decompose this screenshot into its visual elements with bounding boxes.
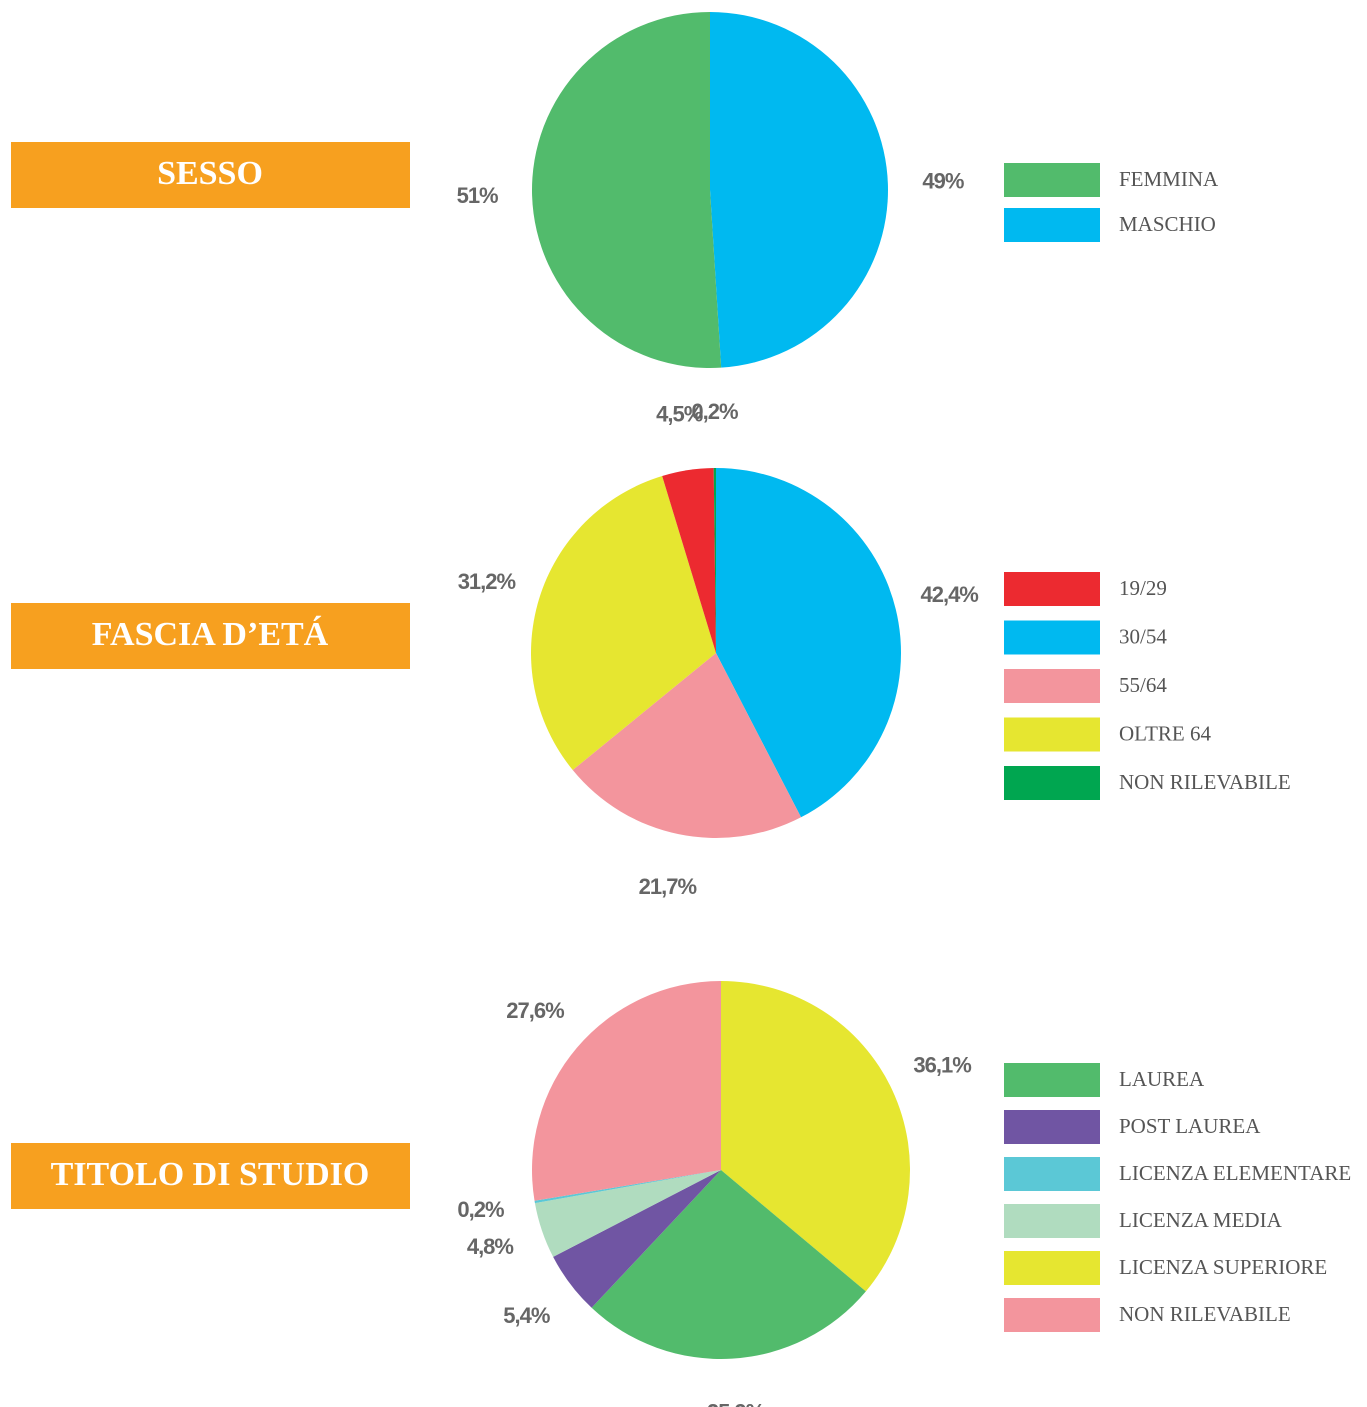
pie-slice bbox=[662, 468, 716, 653]
pie-slice bbox=[531, 476, 716, 771]
pie-slice bbox=[716, 468, 902, 818]
legend-swatch bbox=[1004, 1251, 1100, 1285]
value-label: 42,4% bbox=[920, 582, 978, 607]
legend-label: 55/64 bbox=[1119, 673, 1167, 697]
pie-slice bbox=[572, 653, 802, 839]
title-box bbox=[11, 1143, 410, 1209]
legend-swatch bbox=[1004, 717, 1100, 752]
pie-slice bbox=[591, 1170, 866, 1359]
legend-swatch bbox=[1004, 620, 1100, 655]
pie-slice bbox=[721, 981, 910, 1292]
legend-swatch bbox=[1004, 766, 1100, 800]
legend-label: 19/29 bbox=[1119, 576, 1167, 600]
value-label: 5,4% bbox=[503, 1303, 550, 1328]
value-label: 4,5% bbox=[656, 402, 703, 427]
legend-label: POST LAUREA bbox=[1119, 1114, 1261, 1138]
legend-swatch bbox=[1004, 1204, 1100, 1238]
value-label: 0,2% bbox=[457, 1197, 504, 1222]
value-label: 36,1% bbox=[913, 1053, 971, 1078]
pie-slice bbox=[534, 1170, 721, 1257]
legend-label: NON RILEVABILE bbox=[1119, 770, 1291, 794]
legend-label: OLTRE 64 bbox=[1119, 721, 1211, 745]
legend-label: MASCHIO bbox=[1119, 212, 1216, 236]
legend-label: LICENZA SUPERIORE bbox=[1119, 1255, 1327, 1279]
legend-swatch bbox=[1004, 572, 1100, 606]
legend-label: LICENZA ELEMENTARE bbox=[1119, 1161, 1351, 1185]
legend-swatch bbox=[1004, 1157, 1100, 1191]
value-label: 31,2% bbox=[458, 569, 516, 594]
value-label: 4,8% bbox=[467, 1234, 514, 1259]
pie-slice bbox=[710, 12, 888, 368]
value-label: 27,6% bbox=[506, 998, 564, 1023]
legend-label: FEMMINA bbox=[1119, 167, 1219, 191]
legend-label: LAUREA bbox=[1119, 1067, 1205, 1091]
legend-swatch bbox=[1004, 208, 1100, 242]
legend-swatch bbox=[1004, 1298, 1100, 1332]
value-label: 49% bbox=[922, 168, 963, 193]
pie-slice bbox=[531, 12, 722, 368]
legend-label: 30/54 bbox=[1119, 624, 1167, 648]
pie-slice bbox=[713, 468, 716, 653]
legend-label: LICENZA MEDIA bbox=[1119, 1208, 1283, 1232]
legend-swatch bbox=[1004, 1110, 1100, 1144]
pie-slice bbox=[534, 1170, 721, 1204]
value-label: 51% bbox=[457, 183, 498, 208]
pie-slice bbox=[532, 980, 721, 1201]
chart-title: TITOLO DI STUDIO bbox=[51, 1156, 370, 1193]
pie-slice bbox=[553, 1170, 721, 1308]
title-box bbox=[11, 603, 410, 669]
legend-label: NON RILEVABILE bbox=[1119, 1302, 1291, 1326]
title-box bbox=[11, 142, 410, 208]
value-label: 0,2% bbox=[691, 399, 738, 424]
legend-swatch bbox=[1004, 1063, 1100, 1097]
legend-swatch bbox=[1004, 669, 1100, 703]
value-label: 25,9% bbox=[707, 1399, 765, 1407]
chart-title: SESSO bbox=[157, 155, 263, 192]
chart-title: FASCIA D’ETÁ bbox=[92, 616, 329, 653]
legend-swatch bbox=[1004, 163, 1100, 197]
value-label: 21,7% bbox=[639, 874, 697, 899]
